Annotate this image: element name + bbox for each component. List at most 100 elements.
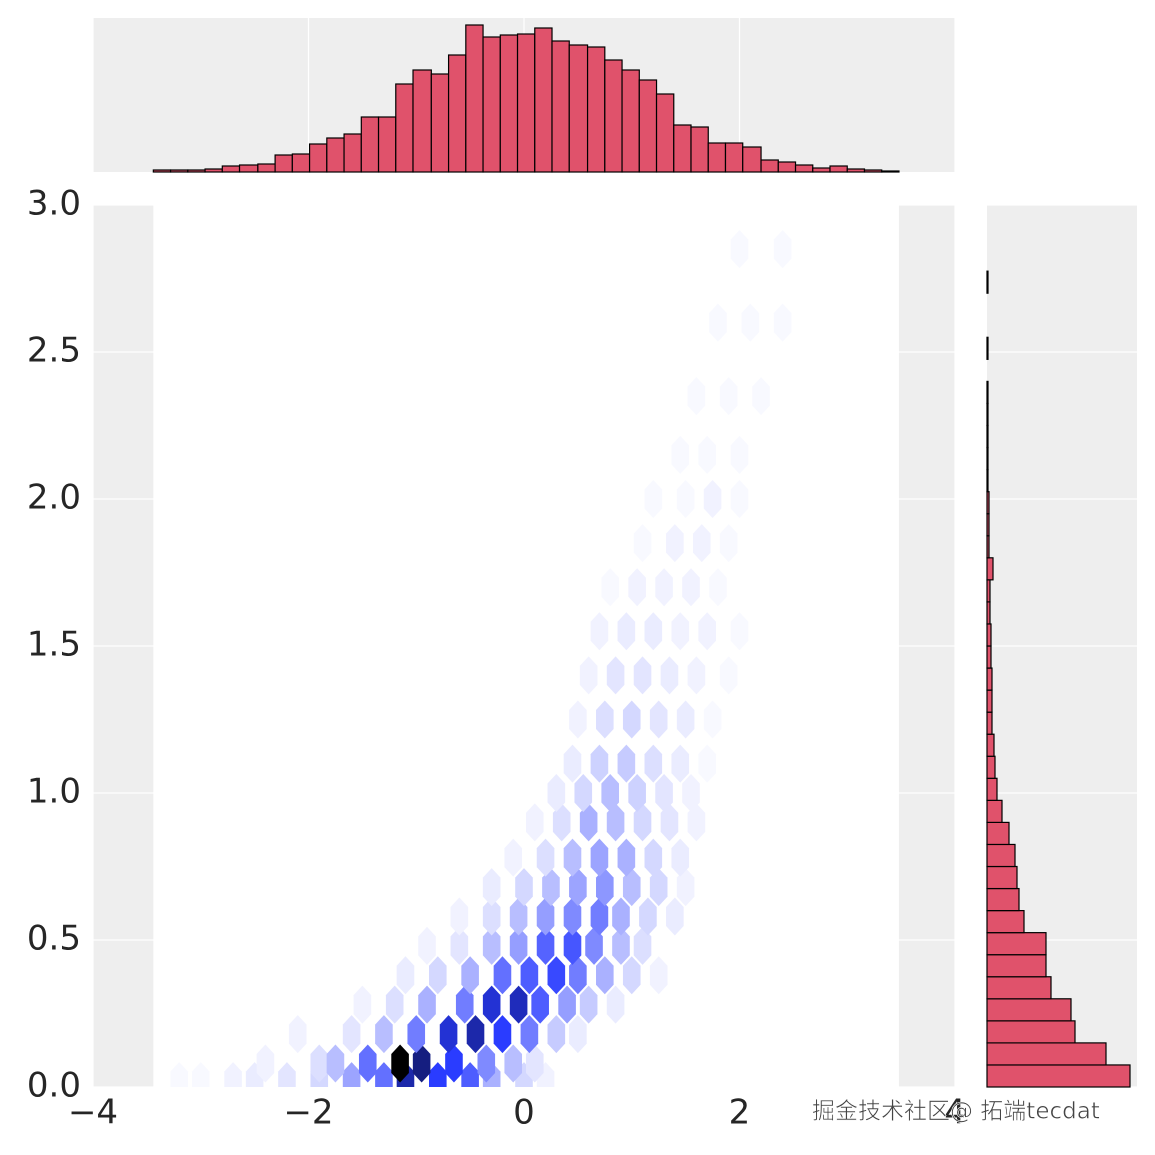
hexbin-cell (741, 303, 760, 342)
histogram-bar (986, 336, 989, 360)
hexbin-cell (676, 700, 695, 739)
hexbin-cell (590, 612, 609, 651)
hexbin-cell (612, 926, 630, 965)
hexbin-cell (606, 803, 625, 842)
histogram-bar (534, 27, 553, 173)
hexbin-cell (482, 868, 501, 907)
hexbin-cell (687, 803, 706, 842)
histogram-bar (760, 159, 779, 173)
histogram-bar (986, 491, 990, 515)
hexbin-cell (730, 435, 749, 474)
histogram-bar (326, 137, 345, 173)
histogram-bar (724, 142, 744, 173)
hexbin-cell (655, 774, 673, 812)
histogram-bar (447, 54, 467, 173)
histogram-bar (291, 153, 311, 173)
histogram-bar (690, 126, 709, 173)
histogram-bar (516, 33, 536, 173)
hexbin-cell (703, 480, 722, 518)
hexbin-cell (536, 897, 555, 936)
hexbin-cell (676, 480, 695, 518)
hexbin-cell (563, 926, 582, 965)
hexbin-cell (569, 1015, 587, 1054)
histogram-bar (986, 954, 1047, 978)
hexbin-cell (606, 656, 625, 695)
watermark: 掘金技术社区@ 拓端tecdat (812, 1099, 1100, 1125)
hexbin-cell (628, 568, 646, 607)
hexbin-cell (676, 868, 695, 907)
histogram-bar (986, 270, 989, 294)
histogram-bar (482, 36, 501, 173)
hexbin-cell (563, 838, 582, 877)
hexbin-cell (418, 926, 436, 965)
hexbin-cell (579, 985, 598, 1024)
histogram-bar (986, 1064, 1131, 1088)
hexbin-cell (633, 524, 652, 563)
histogram-bar (986, 402, 989, 427)
y-tick-label: 0.5 (27, 919, 81, 959)
x-tick-label: 2 (729, 1093, 751, 1133)
hexbin-cell (698, 612, 716, 651)
hexbin-cell (687, 656, 706, 695)
hexbin-cell (644, 612, 663, 651)
hexbin-cell (666, 897, 684, 936)
hexbin-cell (671, 435, 690, 474)
hexbin-cell (396, 956, 415, 995)
hexbin-cell (633, 656, 652, 695)
hexbin-cell (461, 956, 479, 995)
hexbin-cell (552, 803, 571, 842)
histogram-bar (986, 1020, 1076, 1044)
hexbin-cell (639, 897, 657, 936)
y-tick-label: 1.5 (27, 625, 81, 665)
histogram-bar (986, 469, 989, 493)
histogram-bar (986, 976, 1052, 1000)
hexbin-cell (703, 700, 722, 739)
plot-layer: −4 −2 0 2 4 0.0 0.5 1.0 1.5 2.0 2.5 3.0 (27, 18, 1137, 1133)
hexbin-cell (466, 1015, 485, 1054)
histogram-bar (986, 424, 989, 449)
hexbin-cell (601, 774, 619, 812)
hexbin-cell (482, 985, 501, 1024)
hexbin-cell (461, 1062, 479, 1087)
y-tick-label: 1.0 (27, 772, 81, 812)
hexbin-cell (407, 1015, 426, 1054)
hexbin-cell (375, 1015, 393, 1054)
histogram-bar (655, 93, 675, 173)
histogram-bar (986, 755, 996, 779)
histogram-bar (986, 623, 992, 647)
hexbin-cell (709, 303, 727, 342)
hexbin-cell (482, 897, 501, 936)
hexbin-cell (547, 774, 566, 812)
hexbin-cell (649, 956, 668, 995)
histogram-bar (863, 169, 883, 173)
histogram-bar (238, 164, 259, 173)
hexbin-cell (698, 435, 716, 474)
hexbin-cell (633, 803, 652, 842)
hexbin-cell (563, 744, 582, 783)
hexbin-cell (596, 700, 614, 739)
histogram-bar (986, 689, 993, 713)
histogram-bar (986, 799, 1003, 823)
hexbin-cell (622, 868, 641, 907)
histogram-bar (986, 998, 1072, 1022)
y-tick-label: 3.0 (27, 184, 81, 224)
histogram-bar (308, 143, 328, 173)
y-tick-label: 2.5 (27, 331, 81, 371)
histogram-bar (412, 69, 432, 173)
hexbin-cell (590, 744, 609, 783)
histogram-bar (812, 167, 831, 173)
histogram-bar (986, 535, 990, 559)
hexbin-cell (612, 897, 630, 936)
hexbin-cell (617, 744, 636, 783)
hexbin-cell (493, 1015, 512, 1054)
hexbin-cell (191, 1062, 210, 1087)
hexbin-cell (542, 868, 560, 907)
histogram-bar (986, 887, 1020, 912)
hexbin-cell (536, 838, 555, 877)
hexbin-cell (622, 700, 641, 739)
histogram-bar (777, 161, 797, 173)
hexbin-cell (682, 568, 700, 607)
hexbin-cell (671, 612, 690, 651)
histogram-bar (794, 164, 814, 173)
hexbin-cell (596, 868, 614, 907)
